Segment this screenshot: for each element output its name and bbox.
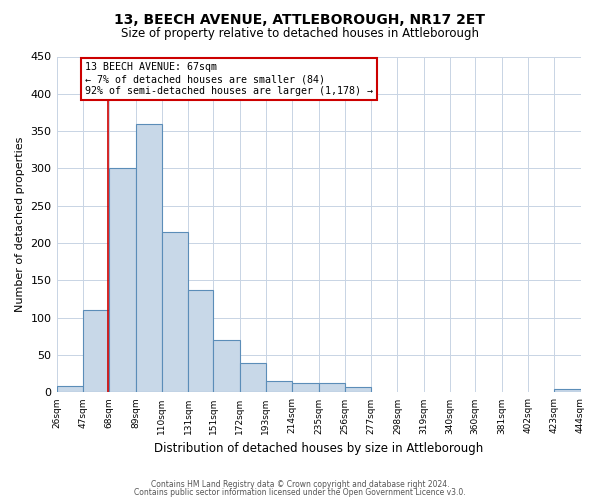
Text: Contains public sector information licensed under the Open Government Licence v3: Contains public sector information licen… [134, 488, 466, 497]
Bar [83, 310, 109, 392]
Bar [266, 381, 292, 392]
Bar [136, 124, 162, 392]
Y-axis label: Number of detached properties: Number of detached properties [15, 137, 25, 312]
Bar [188, 290, 213, 392]
Text: 13, BEECH AVENUE, ATTLEBOROUGH, NR17 2ET: 13, BEECH AVENUE, ATTLEBOROUGH, NR17 2ET [115, 12, 485, 26]
Text: Size of property relative to detached houses in Attleborough: Size of property relative to detached ho… [121, 28, 479, 40]
Bar [319, 384, 345, 392]
Bar [162, 232, 188, 392]
Bar [292, 382, 319, 392]
Bar [213, 340, 239, 392]
Text: Contains HM Land Registry data © Crown copyright and database right 2024.: Contains HM Land Registry data © Crown c… [151, 480, 449, 489]
Text: 13 BEECH AVENUE: 67sqm
← 7% of detached houses are smaller (84)
92% of semi-deta: 13 BEECH AVENUE: 67sqm ← 7% of detached … [85, 62, 373, 96]
Bar [554, 390, 581, 392]
Bar [345, 387, 371, 392]
Bar [239, 362, 266, 392]
Bar [56, 386, 83, 392]
X-axis label: Distribution of detached houses by size in Attleborough: Distribution of detached houses by size … [154, 442, 483, 455]
Bar [109, 168, 136, 392]
